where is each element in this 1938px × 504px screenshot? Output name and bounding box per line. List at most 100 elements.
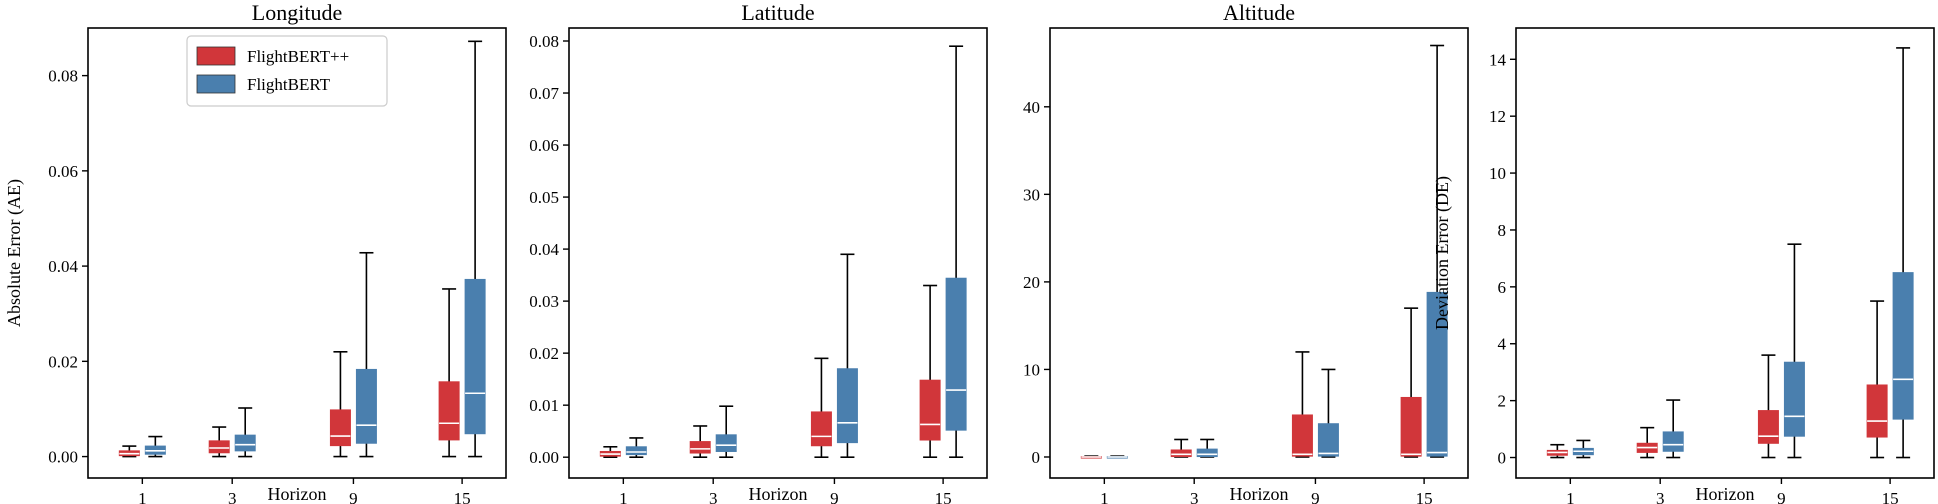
box-iqr	[625, 446, 647, 456]
x-axis-label: Horizon	[1230, 484, 1289, 504]
y-tick-label: 0	[1498, 449, 1507, 468]
y-tick-label: 30	[1023, 185, 1040, 204]
y-tick-label: 0	[1032, 448, 1041, 467]
x-tick-label: 1	[619, 489, 628, 504]
y-tick-label: 20	[1023, 273, 1040, 292]
x-tick-label: 3	[1656, 489, 1665, 504]
box-flightbertpp-h3	[1170, 438, 1192, 458]
box-flightbertpp-h1	[1080, 455, 1102, 459]
legend-swatch	[196, 46, 236, 66]
box-flightbert-h3	[1196, 438, 1218, 458]
y-tick-label: 40	[1023, 98, 1040, 117]
box-iqr	[1892, 272, 1914, 420]
box-flightbert-h1	[1572, 439, 1594, 459]
box-flightbert-h15	[1892, 47, 1914, 459]
box-iqr	[689, 441, 711, 454]
panel-title: Altitude	[1223, 0, 1295, 25]
box-flightbert-h9	[1783, 243, 1805, 459]
box-flightbertpp-h3	[1636, 426, 1658, 459]
panel-4: 0 2 4 6 8 10 12 14 1 3 9 15 Horizon Deviation Error (…	[1432, 27, 1935, 504]
y-tick-label: 10	[1489, 164, 1506, 183]
box-iqr	[1426, 291, 1448, 457]
y-tick-label: 0.06	[529, 136, 559, 155]
box-iqr	[438, 381, 460, 441]
y-tick-label: 0.07	[529, 84, 559, 103]
x-tick-label: 3	[228, 489, 237, 504]
y-tick-label: 12	[1489, 107, 1506, 126]
y-tick-label: 2	[1498, 392, 1507, 411]
box-flightbert-h15	[1426, 44, 1448, 458]
panel-3: Altitude 0 10 20 30 40 1 3 9 15 Horizon	[1023, 0, 1469, 504]
box-iqr	[810, 411, 832, 447]
box-iqr	[329, 409, 351, 447]
box-iqr	[464, 278, 486, 435]
x-tick-label: 1	[138, 489, 147, 504]
x-tick-label: 3	[1190, 489, 1199, 504]
legend-swatch	[196, 74, 236, 94]
box-flightbertpp-h15	[1400, 307, 1422, 458]
y-tick-label: 10	[1023, 360, 1040, 379]
y-axis-label: Absolute Error (AE)	[4, 179, 25, 327]
axes-frame	[1049, 27, 1469, 479]
box-flightbert-h9	[836, 253, 858, 458]
axes-frame	[568, 27, 988, 479]
box-iqr	[715, 434, 737, 452]
axes-frame	[87, 27, 507, 479]
x-axis-label: Horizon	[268, 484, 327, 504]
box-flightbertpp-h9	[1291, 351, 1313, 458]
box-flightbertpp-h9	[329, 351, 351, 458]
box-flightbert-h9	[1317, 368, 1339, 458]
box-flightbertpp-h9	[810, 357, 832, 458]
y-tick-label: 4	[1498, 335, 1507, 354]
box-flightbert-h1	[625, 437, 647, 458]
box-flightbertpp-h3	[689, 425, 711, 458]
box-flightbertpp-h1	[1546, 443, 1568, 459]
panel-2: Latitude 0.00 0.01 0.02 0.03 0.04 0.05 0.06 0.07…	[529, 0, 988, 504]
box-iqr	[1170, 449, 1192, 458]
x-axis-label: Horizon	[749, 484, 808, 504]
x-tick-label: 15	[1416, 489, 1433, 504]
box-iqr	[355, 368, 377, 444]
y-tick-label: 0.05	[529, 188, 559, 207]
box-iqr	[1757, 410, 1779, 444]
y-tick-label: 0.04	[48, 257, 78, 276]
legend-label: FlightBERT	[247, 75, 331, 94]
box-iqr	[1317, 423, 1339, 457]
box-flightbertpp-h15	[1866, 300, 1888, 459]
box-flightbert-h3	[1662, 399, 1684, 459]
box-flightbert-h1	[144, 435, 166, 458]
box-iqr	[1662, 431, 1684, 452]
box-flightbertpp-h3	[208, 426, 230, 458]
box-iqr	[1196, 448, 1218, 458]
box-flightbert-h3	[715, 405, 737, 458]
x-tick-label: 9	[1777, 489, 1786, 504]
y-tick-label: 0.02	[48, 352, 78, 371]
y-tick-label: 0.04	[529, 240, 559, 259]
x-tick-label: 9	[830, 489, 839, 504]
y-tick-label: 8	[1498, 221, 1507, 240]
y-tick-label: 0.06	[48, 162, 78, 181]
legend-frame	[186, 35, 388, 107]
box-flightbert-h9	[355, 251, 377, 458]
panel-title: Longitude	[252, 0, 342, 25]
x-tick-label: 15	[935, 489, 952, 504]
box-iqr	[945, 277, 967, 431]
box-flightbert-h15	[945, 45, 967, 458]
box-flightbertpp-h1	[118, 445, 140, 458]
box-flightbertpp-h1	[599, 445, 621, 458]
y-tick-label: 0.08	[48, 67, 78, 86]
y-tick-label: 0.01	[529, 396, 559, 415]
y-tick-label: 14	[1489, 50, 1507, 69]
x-tick-label: 9	[1311, 489, 1320, 504]
box-flightbert-h1	[1106, 455, 1128, 459]
box-flightbert-h15	[464, 40, 486, 458]
box-flightbert-h3	[234, 407, 256, 458]
y-tick-label: 0.08	[529, 32, 559, 51]
panel-1: Longitude 0.00 0.02 0.04 0.06 0.08 1 3 9 15 Horizo…	[4, 0, 507, 504]
box-iqr	[919, 379, 941, 441]
y-axis-label: Deviation Error (DE)	[1432, 176, 1453, 330]
box-iqr	[1866, 384, 1888, 438]
box-iqr	[1400, 396, 1422, 457]
y-tick-label: 0.03	[529, 292, 559, 311]
